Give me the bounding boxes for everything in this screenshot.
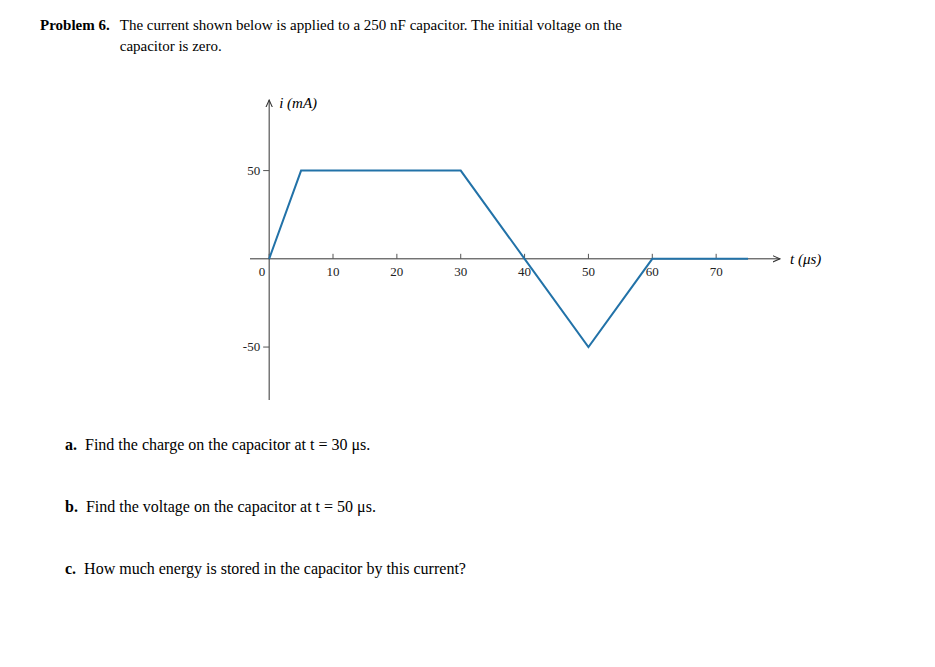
- y-axis: [269, 100, 270, 400]
- y-tick-label: -50: [243, 339, 260, 354]
- question-label: b.: [65, 498, 78, 515]
- x-tick-label: 50: [582, 264, 595, 279]
- x-tick-label: 30: [454, 264, 467, 279]
- x-tick-label: 10: [327, 264, 340, 279]
- waveform: [269, 171, 748, 347]
- x-tick-label: 70: [710, 264, 723, 279]
- question-text: Find the voltage on the capacitor at t =…: [86, 498, 376, 516]
- question-label: c.: [65, 560, 76, 577]
- plot-area: [269, 171, 748, 347]
- y-tick: [263, 170, 269, 171]
- x-tick-label: 20: [390, 264, 403, 279]
- x-axis-label: t (μs): [790, 251, 821, 268]
- x-tick: [396, 254, 397, 259]
- question-label: a.: [65, 436, 77, 453]
- chart: Problem 6. The current shown below is app…: [0, 0, 935, 667]
- question-text: How much energy is stored in the capacit…: [84, 560, 466, 578]
- x-tick: [588, 254, 589, 259]
- x-tick-label: 0: [259, 264, 266, 279]
- y-tick-label: 50: [247, 163, 260, 178]
- subtitle: The current shown below is applied to a …: [120, 17, 622, 33]
- y-tick: [263, 347, 269, 348]
- y-axis-label: i (mA): [279, 95, 317, 112]
- x-tick: [333, 254, 334, 259]
- subtitle: capacitor is zero.: [120, 38, 222, 54]
- title: Problem 6.: [40, 17, 110, 33]
- question-text: Find the charge on the capacitor at t = …: [85, 436, 370, 454]
- x-tick: [460, 254, 461, 259]
